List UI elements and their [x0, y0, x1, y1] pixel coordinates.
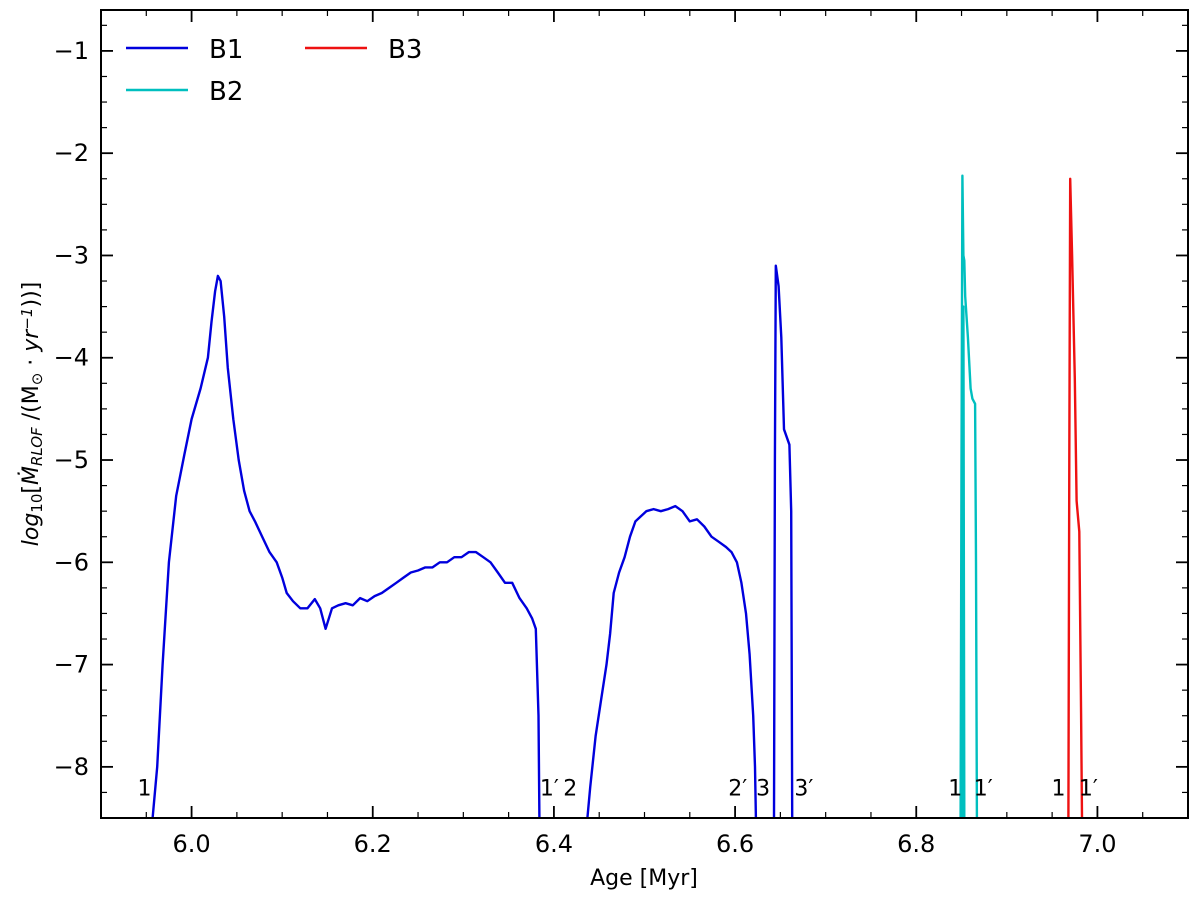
- phase-annotation: 1′: [1079, 776, 1098, 801]
- phase-annotation: 2′: [728, 776, 747, 801]
- x-tick-label: 6.8: [897, 830, 935, 858]
- x-tick-label: 6.2: [354, 830, 392, 858]
- ticks-layer: [100, 10, 1189, 818]
- series-line-b2: [961, 305, 966, 819]
- legend-label-b1: B1: [209, 35, 243, 65]
- y-tick-label: −4: [54, 344, 89, 372]
- x-axis-label: Age [Myr]: [590, 866, 698, 891]
- phase-annotation: 1′: [540, 776, 559, 801]
- y-tick-label: −2: [54, 139, 89, 167]
- y-axis-label: log10[ṀRLOF /(M⊙ · yr−1))]: [18, 282, 46, 546]
- annotations: 1 1′ 2 2′ 3 3′ 1 1′ 1 1′: [137, 776, 1097, 801]
- x-tick-label: 7.0: [1078, 830, 1116, 858]
- phase-annotation: 1: [137, 776, 151, 801]
- series-line-b1: [772, 264, 794, 819]
- legend-label-b3: B3: [388, 35, 422, 65]
- y-tick-label: −5: [54, 446, 89, 474]
- phase-annotation: 3′: [794, 776, 813, 801]
- series-line-b2: [959, 174, 979, 819]
- phase-annotation: 1′: [974, 776, 993, 801]
- y-tick-label: −3: [54, 241, 89, 269]
- x-tick-label: 6.6: [716, 830, 754, 858]
- x-tick-label: 6.4: [535, 830, 573, 858]
- x-tick-labels: 6.0 6.2 6.4 6.6 6.8 7.0: [172, 830, 1116, 858]
- phase-annotation: 1: [1051, 776, 1065, 801]
- y-tick-label: −7: [54, 651, 89, 679]
- phase-annotation: 3: [756, 776, 770, 801]
- x-tick-label: 6.0: [172, 830, 210, 858]
- series-line-b3: [1067, 177, 1084, 819]
- plot-lines: [151, 174, 1084, 819]
- phase-annotation: 2: [563, 776, 577, 801]
- phase-annotation: 1: [948, 776, 962, 801]
- legend: B1 B2 B3: [126, 35, 422, 107]
- y-tick-labels: −8 −7 −6 −5 −4 −3 −2 −1: [54, 37, 89, 781]
- y-tick-label: −8: [54, 753, 89, 781]
- legend-label-b2: B2: [209, 77, 243, 107]
- plot-frame: [100, 9, 1189, 819]
- y-tick-label: −1: [54, 37, 89, 65]
- series-line-b1: [151, 274, 541, 819]
- y-tick-label: −6: [54, 548, 89, 576]
- series-line-b1: [586, 504, 758, 819]
